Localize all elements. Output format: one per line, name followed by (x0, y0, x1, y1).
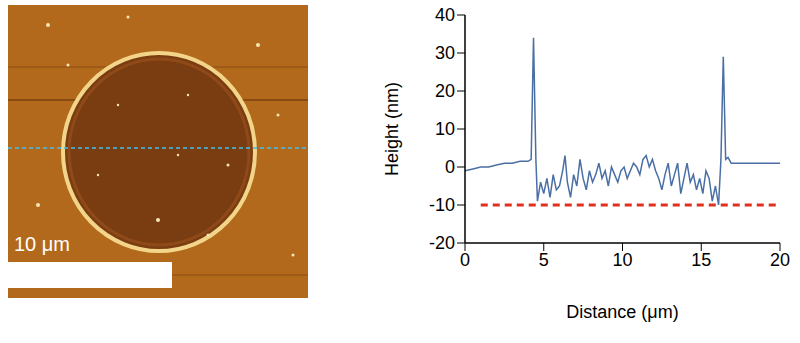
svg-text:0: 0 (460, 250, 470, 270)
svg-text:Distance (μm): Distance (μm) (566, 302, 678, 322)
svg-text:20: 20 (770, 250, 790, 270)
svg-text:40: 40 (435, 5, 455, 25)
svg-text:5: 5 (539, 250, 549, 270)
svg-text:30: 30 (435, 43, 455, 63)
svg-text:15: 15 (691, 250, 711, 270)
svg-text:10: 10 (612, 250, 632, 270)
svg-text:20: 20 (435, 81, 455, 101)
svg-text:-10: -10 (429, 195, 455, 215)
svg-text:-20: -20 (429, 233, 455, 253)
svg-text:Height (nm): Height (nm) (382, 82, 402, 176)
svg-text:0: 0 (445, 157, 455, 177)
svg-text:10 μm: 10 μm (14, 233, 70, 255)
svg-text:10: 10 (435, 119, 455, 139)
